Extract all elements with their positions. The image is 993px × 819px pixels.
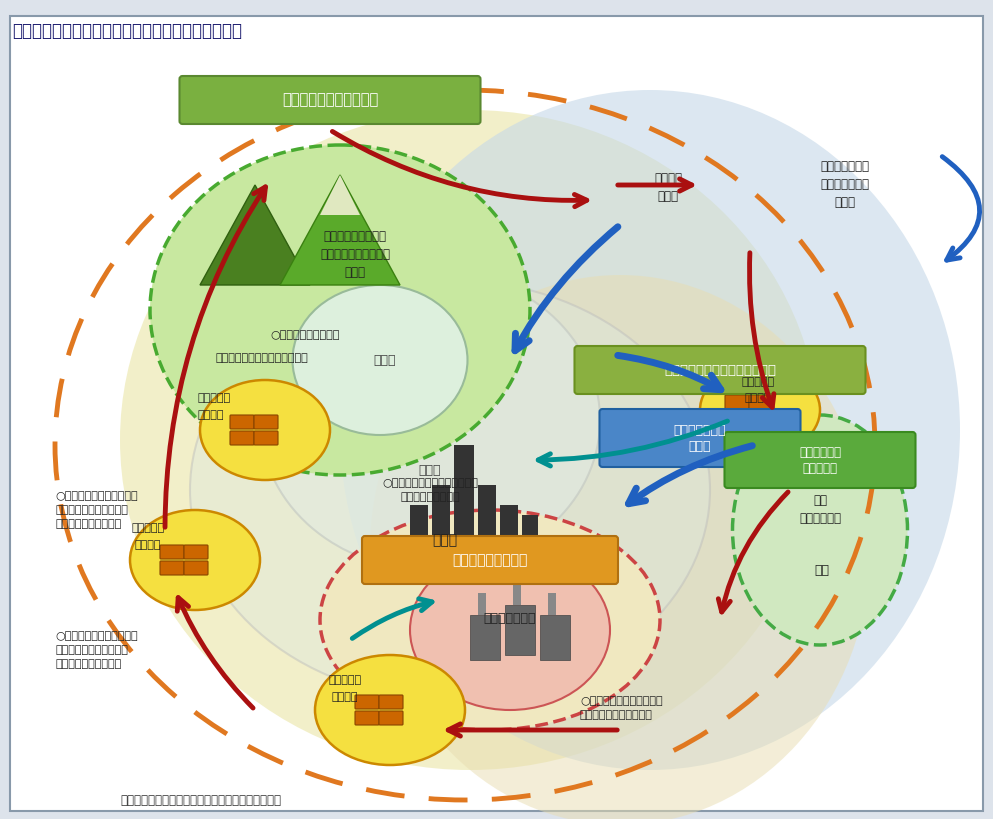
FancyBboxPatch shape bbox=[379, 711, 403, 725]
FancyBboxPatch shape bbox=[160, 561, 184, 575]
Ellipse shape bbox=[200, 380, 330, 480]
Polygon shape bbox=[280, 175, 400, 285]
FancyBboxPatch shape bbox=[725, 432, 916, 488]
Ellipse shape bbox=[150, 145, 530, 475]
Ellipse shape bbox=[130, 510, 260, 610]
FancyBboxPatch shape bbox=[749, 395, 773, 409]
FancyBboxPatch shape bbox=[230, 431, 254, 445]
FancyBboxPatch shape bbox=[600, 409, 800, 467]
Text: ○エコタウンなどの静脈産
業の集積基盤を活用し多
様な循環資源を利活用: ○エコタウンなどの静脈産 業の集積基盤を活用し多 様な循環資源を利活用 bbox=[55, 631, 138, 669]
Text: 集積拠点: 集積拠点 bbox=[332, 692, 358, 702]
Bar bbox=[454, 445, 474, 540]
FancyBboxPatch shape bbox=[184, 561, 208, 575]
FancyBboxPatch shape bbox=[254, 415, 278, 429]
Bar bbox=[505, 605, 535, 655]
Text: 里地里山里海地域循環圏: 里地里山里海地域循環圏 bbox=[282, 93, 378, 107]
Ellipse shape bbox=[370, 275, 870, 819]
Text: 動脈産業地域循環圏: 動脈産業地域循環圏 bbox=[453, 553, 527, 567]
Text: 里地里山里海
地域循環圏: 里地里山里海 地域循環圏 bbox=[799, 446, 841, 474]
Text: 循環型産業: 循環型産業 bbox=[742, 377, 775, 387]
Ellipse shape bbox=[340, 90, 960, 770]
Ellipse shape bbox=[320, 510, 660, 730]
FancyBboxPatch shape bbox=[254, 431, 278, 445]
Text: 集積拠点: 集積拠点 bbox=[745, 393, 772, 403]
Ellipse shape bbox=[410, 550, 610, 710]
Bar bbox=[478, 593, 486, 615]
Bar bbox=[522, 515, 538, 565]
Text: 都市・近郊地域
循環圏: 都市・近郊地域 循環圏 bbox=[673, 423, 726, 453]
Text: ○都市系の循環資源（廃棄物）
を都市内で循環利用: ○都市系の循環資源（廃棄物） を都市内で循環利用 bbox=[382, 478, 478, 501]
Text: 里海: 里海 bbox=[814, 563, 829, 577]
Text: 循環資源
の流れ: 循環資源 の流れ bbox=[654, 173, 682, 203]
Ellipse shape bbox=[190, 280, 710, 700]
FancyBboxPatch shape bbox=[355, 695, 379, 709]
FancyBboxPatch shape bbox=[230, 415, 254, 429]
FancyBboxPatch shape bbox=[355, 711, 379, 725]
Bar bbox=[478, 485, 496, 560]
FancyBboxPatch shape bbox=[749, 411, 773, 425]
Text: 里地里山（農山村）
林業、農業、畜産業、
観光業: 里地里山（農山村） 林業、農業、畜産業、 観光業 bbox=[320, 230, 390, 279]
Text: 循環型産業: 循環型産業 bbox=[198, 393, 231, 403]
FancyBboxPatch shape bbox=[362, 536, 618, 584]
Ellipse shape bbox=[315, 655, 465, 765]
Text: 集積拠点: 集積拠点 bbox=[135, 540, 161, 550]
Text: 再資源化製品や
再生エネルギー
の流れ: 再資源化製品や 再生エネルギー の流れ bbox=[820, 161, 870, 210]
Bar bbox=[540, 615, 570, 660]
Text: 漁村
漁業・水産業: 漁村 漁業・水産業 bbox=[799, 495, 841, 526]
Text: 循環型産業: 循環型産業 bbox=[131, 523, 165, 533]
Bar bbox=[548, 593, 556, 615]
Text: ○循環産業や動脈産業の集
積拠点などと連携しなが
ら適正規模で資源循環: ○循環産業や動脈産業の集 積拠点などと連携しなが ら適正規模で資源循環 bbox=[55, 491, 138, 529]
FancyBboxPatch shape bbox=[184, 545, 208, 559]
FancyBboxPatch shape bbox=[725, 395, 749, 409]
FancyBboxPatch shape bbox=[575, 346, 866, 394]
Text: 大都市: 大都市 bbox=[432, 533, 458, 547]
Text: 循環型産業　資源の地域内循環: 循環型産業 資源の地域内循環 bbox=[215, 353, 308, 363]
FancyBboxPatch shape bbox=[180, 76, 481, 124]
Text: ○バイオマス系の循環: ○バイオマス系の循環 bbox=[270, 330, 340, 340]
Text: 地域循環圏の類型パターンと重層的な構成イメージ: 地域循環圏の類型パターンと重層的な構成イメージ bbox=[12, 22, 242, 40]
Ellipse shape bbox=[120, 110, 820, 770]
Text: 循環型産業: 循環型産業 bbox=[329, 675, 361, 685]
Ellipse shape bbox=[260, 270, 600, 570]
Bar bbox=[513, 583, 521, 605]
Polygon shape bbox=[320, 175, 360, 215]
Text: 資料：環境省「地域循環圏形成推進ガイドライン」: 資料：環境省「地域循環圏形成推進ガイドライン」 bbox=[120, 794, 281, 807]
Bar bbox=[470, 615, 500, 660]
FancyBboxPatch shape bbox=[379, 695, 403, 709]
Text: ○動脈産業の基盤を活用し
多様な循環資源を利活用: ○動脈産業の基盤を活用し 多様な循環資源を利活用 bbox=[580, 696, 662, 720]
Text: 循環型産業（広域）地域循環圏: 循環型産業（広域）地域循環圏 bbox=[664, 364, 776, 377]
FancyBboxPatch shape bbox=[725, 411, 749, 425]
Text: 中都市: 中都市 bbox=[419, 464, 441, 477]
FancyBboxPatch shape bbox=[10, 16, 983, 811]
Ellipse shape bbox=[733, 415, 908, 645]
Bar bbox=[410, 505, 428, 560]
Text: 集積拠点: 集積拠点 bbox=[198, 410, 224, 420]
FancyBboxPatch shape bbox=[160, 545, 184, 559]
Text: 小都市: 小都市 bbox=[373, 354, 396, 366]
Ellipse shape bbox=[700, 365, 820, 455]
Text: 動脈産業集積地: 動脈産業集積地 bbox=[484, 612, 536, 625]
Polygon shape bbox=[200, 185, 310, 285]
Bar bbox=[432, 485, 450, 560]
Bar bbox=[500, 505, 518, 560]
Ellipse shape bbox=[293, 285, 468, 435]
